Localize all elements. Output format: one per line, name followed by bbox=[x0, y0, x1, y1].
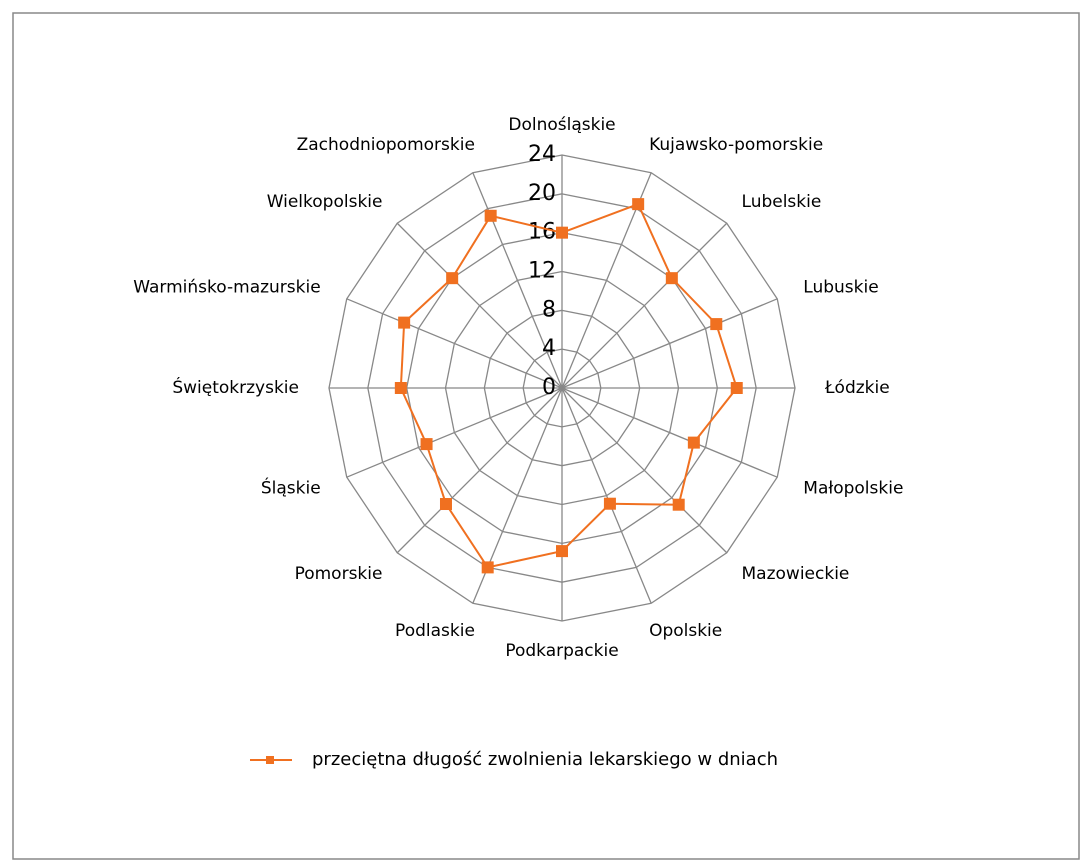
data-point bbox=[730, 382, 743, 394]
tick-label: 24 bbox=[528, 142, 556, 167]
category-label: Lubuskie bbox=[803, 277, 878, 297]
category-label: Podlaskie bbox=[395, 621, 475, 641]
category-label: Małopolskie bbox=[803, 479, 903, 499]
category-label: Mazowieckie bbox=[742, 564, 850, 584]
category-label: Świętokrzyskie bbox=[172, 376, 299, 398]
category-label: Opolskie bbox=[649, 621, 722, 641]
category-label: Kujawsko-pomorskie bbox=[649, 135, 823, 155]
data-point bbox=[439, 498, 452, 511]
spoke bbox=[561, 222, 728, 389]
data-point bbox=[446, 272, 459, 285]
category-label: Łódzkie bbox=[824, 378, 890, 398]
data-point bbox=[556, 226, 568, 239]
spoke bbox=[561, 387, 728, 554]
category-label: Warmińsko-mazurskie bbox=[133, 277, 320, 297]
tick-label: 8 bbox=[542, 297, 556, 322]
tick-label: 0 bbox=[542, 375, 556, 400]
tick-label: 12 bbox=[528, 259, 556, 284]
data-point bbox=[665, 272, 678, 285]
category-label: Zachodniopomorskie bbox=[297, 135, 475, 155]
data-point bbox=[481, 561, 494, 574]
data-point bbox=[394, 382, 407, 394]
spoke bbox=[561, 298, 778, 389]
spoke bbox=[472, 172, 563, 389]
tick-label: 4 bbox=[542, 336, 556, 361]
spoke bbox=[346, 387, 563, 478]
data-point bbox=[632, 198, 645, 211]
tick-label: 20 bbox=[528, 181, 556, 206]
tick-label: 16 bbox=[528, 220, 556, 245]
data-point bbox=[672, 498, 685, 511]
spoke bbox=[561, 387, 778, 478]
data-point bbox=[484, 209, 497, 222]
category-label: Śląskie bbox=[261, 477, 321, 499]
spoke bbox=[396, 387, 563, 554]
data-point bbox=[603, 497, 616, 510]
spoke bbox=[396, 222, 563, 389]
data-point bbox=[398, 316, 411, 329]
legend-marker bbox=[266, 756, 274, 764]
data-point bbox=[556, 545, 568, 558]
legend-label: przeciętna długość zwolnienia lekarskieg… bbox=[312, 749, 778, 770]
chart-frame bbox=[12, 12, 1080, 860]
data-point bbox=[420, 438, 433, 451]
category-label: Dolnośląskie bbox=[508, 115, 615, 135]
data-point bbox=[710, 318, 723, 331]
category-label: Wielkopolskie bbox=[267, 192, 383, 212]
category-label: Pomorskie bbox=[295, 564, 383, 584]
spoke bbox=[346, 298, 563, 389]
spoke bbox=[561, 387, 652, 604]
data-point bbox=[687, 436, 700, 449]
category-label: Lubelskie bbox=[742, 192, 822, 212]
category-label: Podkarpackie bbox=[505, 641, 618, 661]
